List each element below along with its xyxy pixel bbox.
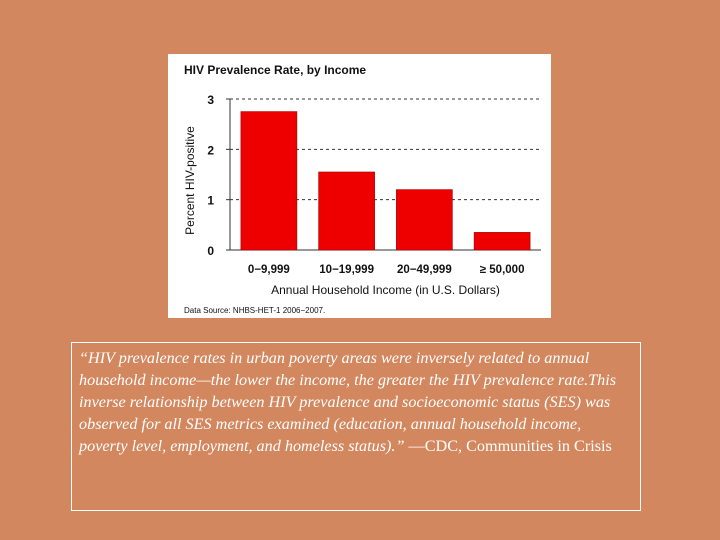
quote-attribution: —CDC, Communities in Crisis	[404, 437, 612, 455]
x-tick-label: 20−49,999	[397, 264, 452, 276]
quote-box: “HIV prevalence rates in urban poverty a…	[71, 342, 641, 511]
chart-title: HIV Prevalence Rate, by Income	[184, 63, 367, 77]
bar	[318, 171, 375, 251]
bar-chart: 0 1 2 3 0−9,999 10−19,999 20−49,999 ≥ 50,000 Ann…	[183, 93, 541, 297]
x-tick-label: 0−9,999	[248, 264, 290, 276]
y-tick-label: 1	[207, 194, 214, 208]
y-tick-label: 2	[207, 143, 214, 157]
bar	[396, 189, 453, 251]
bar	[240, 111, 298, 251]
x-axis-label: Annual Household Income (in U.S. Dollars…	[271, 283, 500, 297]
y-axis-label: Percent HIV-positive	[183, 126, 197, 235]
chart-panel: HIV Prevalence Rate, by Income 0 1 2 3 0−9,9…	[168, 54, 551, 318]
quote-text: “HIV prevalence rates in urban poverty a…	[79, 349, 617, 455]
x-tick-label: ≥ 50,000	[480, 264, 525, 276]
x-tick-label: 10−19,999	[319, 264, 374, 276]
y-tick-label: 3	[207, 93, 214, 107]
bar	[473, 232, 531, 251]
y-tick-label: 0	[207, 244, 214, 258]
data-source-note: Data Source: NHBS-HET-1 2006−2007.	[184, 306, 326, 315]
